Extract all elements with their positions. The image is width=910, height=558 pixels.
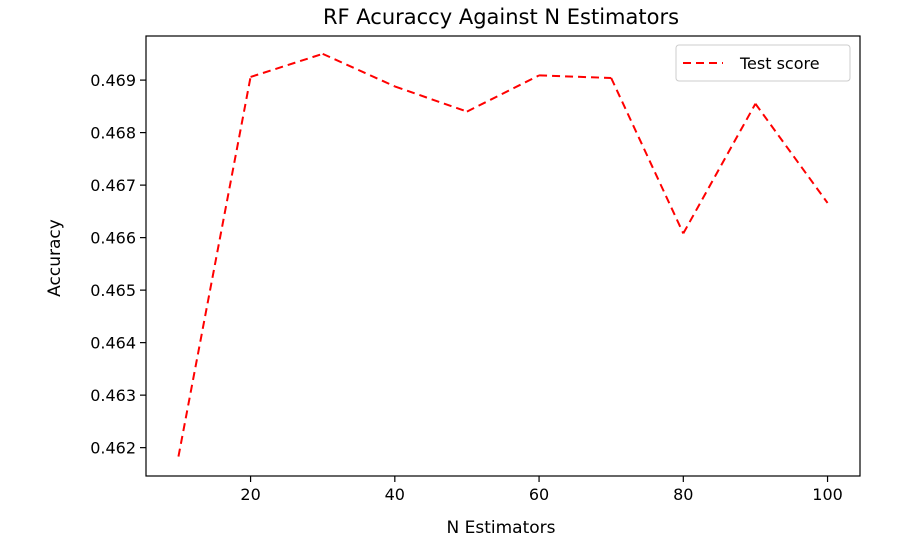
x-tick-label: 100 [812,485,843,504]
series-line-segment [250,52,324,78]
series-line-segment [610,77,685,234]
legend: Test score [675,44,851,82]
legend-box [675,44,851,82]
y-tick-label: 0.463 [90,386,136,405]
x-tick-label: 80 [673,485,693,504]
series-line-segment [682,103,757,234]
y-tick-label: 0.468 [90,124,136,143]
y-tick-label: 0.464 [90,334,136,353]
x-tick-label: 20 [240,485,260,504]
y-tick-label: 0.467 [90,176,136,195]
x-axis-label: N Estimators [447,518,556,538]
x-tick-label: 60 [529,485,549,504]
series-line-segment [322,52,396,88]
series-line-segment [177,76,252,457]
series-line-segment [394,85,468,113]
y-axis-label: Accuracy [45,219,65,297]
series-layer [177,52,829,457]
series-line-segment [539,74,612,80]
x-axis: 20 40 60 80 100 [240,476,843,504]
y-tick-label: 0.465 [90,281,136,300]
y-axis: 0.462 0.463 0.464 0.465 0.466 0.467 0.468 0.469 [90,71,146,458]
y-tick-label: 0.466 [90,229,136,248]
y-tick-label: 0.469 [90,71,136,90]
series-line-segment [466,74,540,113]
y-tick-label: 0.462 [90,439,136,458]
legend-label-test-score: Test score [739,54,820,73]
plot-area-frame [145,35,861,477]
chart-title: RF Acuraccy Against N Estimators [323,5,679,29]
series-line-segment [754,103,829,204]
x-tick-label: 40 [385,485,405,504]
